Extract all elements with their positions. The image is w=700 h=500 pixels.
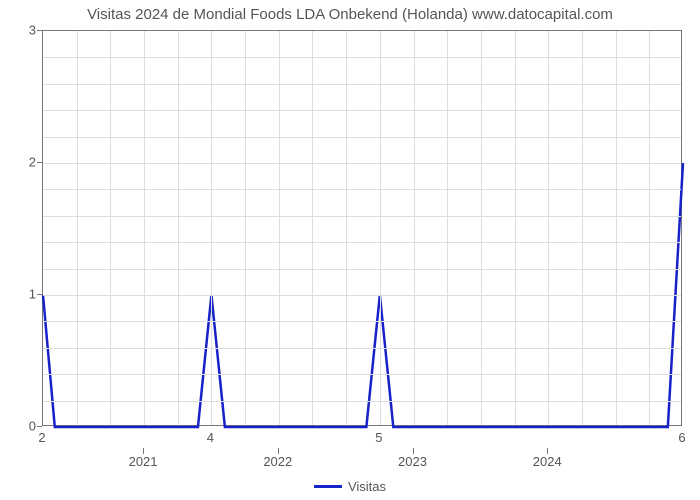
grid-line-h-minor xyxy=(43,269,681,270)
grid-line-h-minor xyxy=(43,401,681,402)
y-tick xyxy=(37,294,42,295)
chart-container: Visitas 2024 de Mondial Foods LDA Onbeke… xyxy=(0,0,700,500)
grid-line-v xyxy=(414,31,415,425)
grid-line-h xyxy=(43,295,681,296)
grid-line-h-minor xyxy=(43,189,681,190)
grid-line-v xyxy=(211,31,212,425)
grid-line-v xyxy=(616,31,617,425)
x-axis-lower-label: 2021 xyxy=(129,454,158,469)
line-series xyxy=(43,31,683,427)
grid-line-v xyxy=(110,31,111,425)
grid-line-h xyxy=(43,163,681,164)
x-axis-upper-label: 4 xyxy=(207,430,214,445)
chart-title: Visitas 2024 de Mondial Foods LDA Onbeke… xyxy=(0,6,700,23)
x-axis-lower-label: 2024 xyxy=(533,454,562,469)
x-tick xyxy=(413,448,414,454)
x-axis-lower-label: 2023 xyxy=(398,454,427,469)
grid-line-v xyxy=(380,31,381,425)
plot-area xyxy=(42,30,682,426)
x-axis-lower-label: 2022 xyxy=(263,454,292,469)
grid-line-h-minor xyxy=(43,57,681,58)
grid-line-h-minor xyxy=(43,374,681,375)
grid-line-v xyxy=(649,31,650,425)
grid-line-h-minor xyxy=(43,110,681,111)
grid-line-h-minor xyxy=(43,348,681,349)
grid-line-v xyxy=(312,31,313,425)
grid-line-v xyxy=(77,31,78,425)
grid-line-v xyxy=(279,31,280,425)
y-tick xyxy=(37,426,42,427)
grid-line-v xyxy=(548,31,549,425)
grid-line-h-minor xyxy=(43,137,681,138)
y-axis-label: 0 xyxy=(20,419,36,434)
grid-line-v xyxy=(346,31,347,425)
grid-line-h-minor xyxy=(43,84,681,85)
legend: Visitas xyxy=(0,479,700,494)
grid-line-v xyxy=(178,31,179,425)
x-tick xyxy=(547,448,548,454)
y-tick xyxy=(37,30,42,31)
grid-line-h-minor xyxy=(43,216,681,217)
grid-line-v xyxy=(481,31,482,425)
grid-line-h-minor xyxy=(43,321,681,322)
legend-swatch xyxy=(314,485,342,488)
y-axis-label: 3 xyxy=(20,23,36,38)
x-axis-upper-label: 6 xyxy=(678,430,685,445)
grid-line-v xyxy=(144,31,145,425)
legend-label: Visitas xyxy=(348,479,386,494)
grid-line-v xyxy=(245,31,246,425)
x-tick xyxy=(278,448,279,454)
y-axis-label: 1 xyxy=(20,287,36,302)
y-tick xyxy=(37,162,42,163)
y-axis-label: 2 xyxy=(20,155,36,170)
grid-line-v xyxy=(515,31,516,425)
x-axis-upper-label: 5 xyxy=(375,430,382,445)
x-tick xyxy=(143,448,144,454)
x-axis-upper-label: 2 xyxy=(38,430,45,445)
grid-line-v xyxy=(582,31,583,425)
grid-line-h-minor xyxy=(43,242,681,243)
grid-line-v xyxy=(447,31,448,425)
